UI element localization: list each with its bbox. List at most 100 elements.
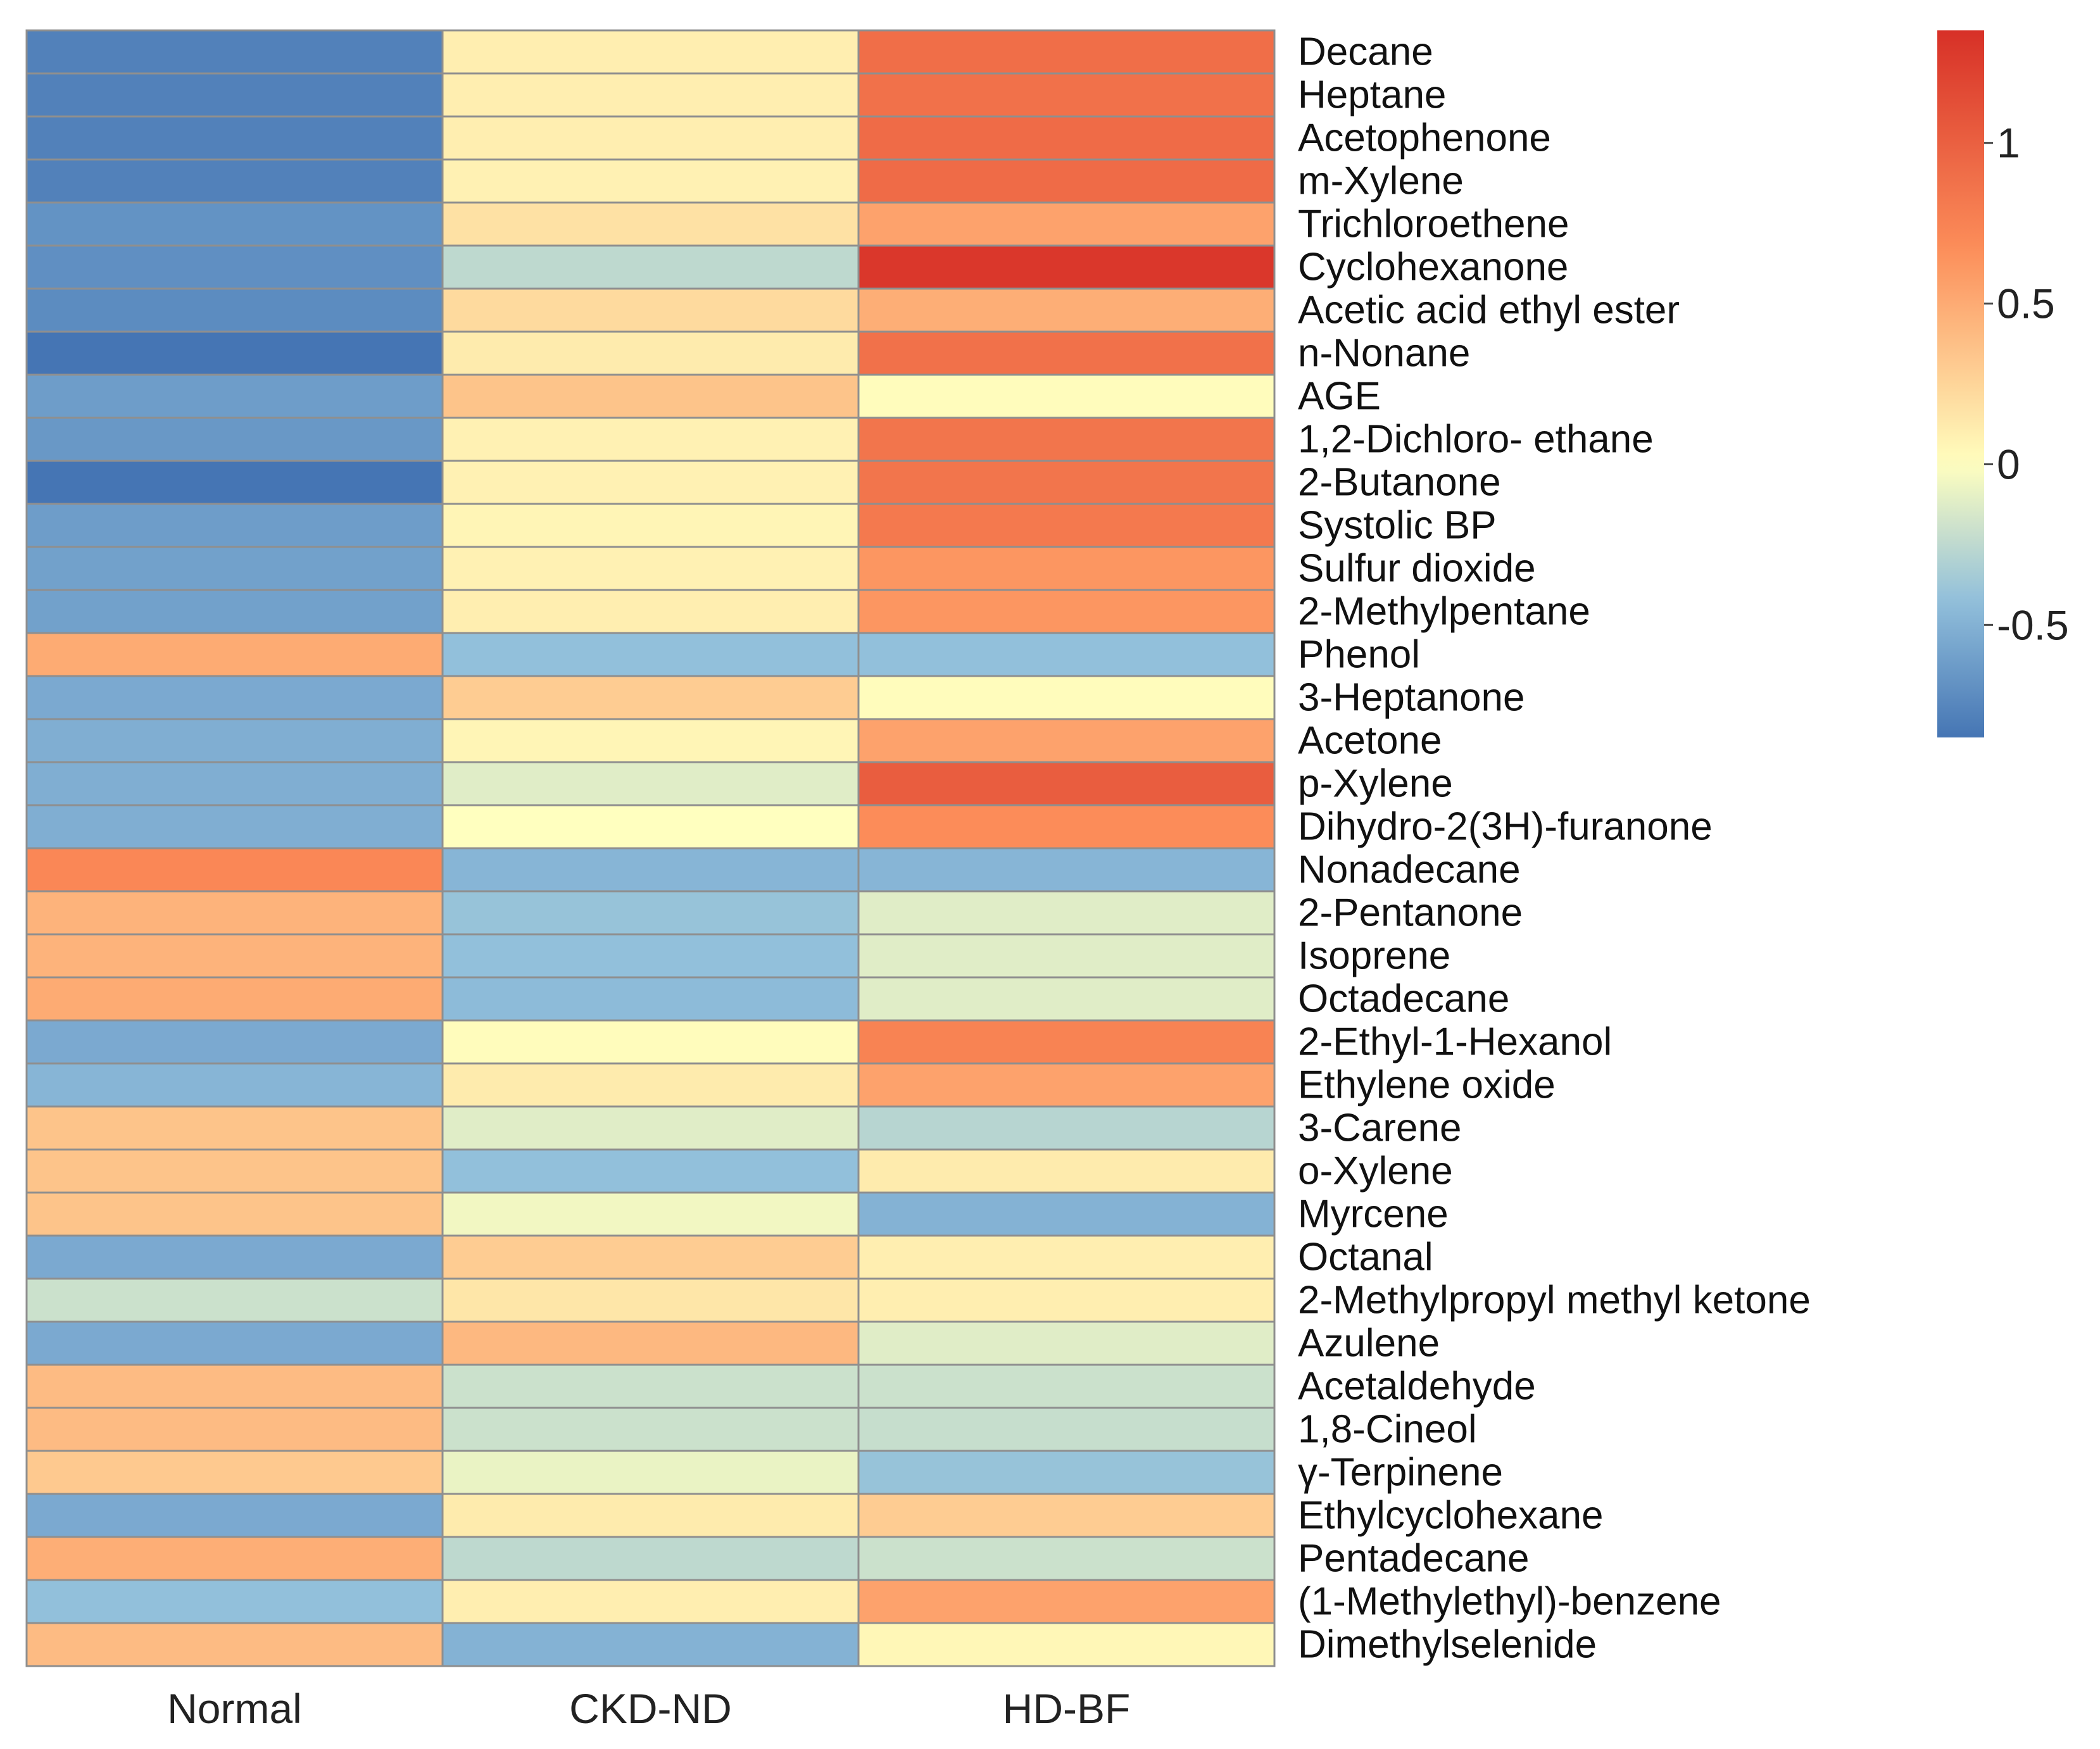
heatmap-cell (857, 933, 1276, 979)
heatmap-cell (857, 72, 1276, 118)
row-label: Myrcene (1298, 1193, 1449, 1236)
heatmap-cell (441, 890, 860, 936)
heatmap-cell (857, 761, 1276, 806)
heatmap-cell (441, 1148, 860, 1194)
row-label: Pentadecane (1298, 1537, 1529, 1581)
heatmap-cell (441, 1191, 860, 1237)
heatmap-cell (441, 847, 860, 893)
heatmap-cell (857, 1579, 1276, 1624)
row-label: (1-Methylethyl)-benzene (1298, 1580, 1721, 1624)
heatmap-cell (25, 933, 444, 979)
colorbar-tick-label: 0 (1997, 441, 2020, 487)
heatmap-cell (441, 72, 860, 118)
heatmap-cell (857, 1234, 1276, 1280)
heatmap-cell (441, 373, 860, 419)
column-labels: Normal CKD-ND HD-BF (167, 1685, 1130, 1732)
row-label: Dimethylselenide (1298, 1623, 1597, 1667)
row-label: γ-Terpinene (1298, 1451, 1503, 1495)
row-label: o-Xylene (1298, 1150, 1453, 1193)
heatmap-cell (441, 287, 860, 333)
heatmap-cell (857, 632, 1276, 677)
heatmap-cell (25, 1019, 444, 1065)
heatmap-cell (25, 330, 444, 376)
row-label: AGE (1298, 375, 1381, 418)
heatmap-cell (25, 417, 444, 462)
heatmap-cell (857, 1450, 1276, 1495)
heatmap-cell (441, 1320, 860, 1366)
heatmap-cell (441, 1363, 860, 1409)
heatmap-cell (441, 417, 860, 462)
heatmap-cells (25, 29, 1276, 1667)
row-label: Systolic BP (1298, 504, 1497, 548)
heatmap-cell (857, 1536, 1276, 1581)
heatmap-cell (25, 761, 444, 806)
heatmap-cell (25, 373, 444, 419)
heatmap-cell (25, 1062, 444, 1108)
heatmap-cell (441, 589, 860, 634)
heatmap-cell (25, 1579, 444, 1624)
row-label: Acetic acid ethyl ester (1298, 289, 1680, 332)
heatmap-cell (857, 675, 1276, 720)
row-label: Ethylcyclohexane (1298, 1494, 1604, 1538)
heatmap-cell (441, 1536, 860, 1581)
heatmap-cell (857, 976, 1276, 1022)
row-label: n-Nonane (1298, 332, 1470, 375)
heatmap-cell (857, 1407, 1276, 1452)
heatmap-cell (25, 1450, 444, 1495)
row-label: Trichloroethene (1298, 203, 1569, 246)
heatmap-cell (25, 244, 444, 290)
heatmap-cell (857, 201, 1276, 247)
heatmap-cell (441, 675, 860, 720)
heatmap-cell (25, 158, 444, 204)
heatmap-cell (441, 330, 860, 376)
heatmap-cell (857, 115, 1276, 161)
column-label: Normal (167, 1685, 302, 1732)
column-label: HD-BF (1003, 1685, 1131, 1732)
heatmap-cell (25, 72, 444, 118)
heatmap-cell (441, 976, 860, 1022)
heatmap-cell (857, 1062, 1276, 1108)
heatmap-cell (857, 804, 1276, 849)
row-label: 3-Heptanone (1298, 676, 1525, 720)
row-label: 2-Butanone (1298, 461, 1501, 505)
heatmap-cell (857, 1019, 1276, 1065)
heatmap-cell (441, 1579, 860, 1624)
heatmap-cell (25, 1148, 444, 1194)
heatmap-cell (857, 1105, 1276, 1151)
heatmap-cell (857, 417, 1276, 462)
colorbar-gradient (1937, 30, 1984, 737)
row-label: Heptane (1298, 73, 1446, 117)
heatmap-cell (25, 1363, 444, 1409)
row-label: Sulfur dioxide (1298, 547, 1536, 591)
heatmap-cell (857, 330, 1276, 376)
heatmap-cell (441, 244, 860, 290)
heatmap-cell (25, 287, 444, 333)
row-label: Nonadecane (1298, 848, 1521, 892)
heatmap-cell (25, 546, 444, 591)
heatmap-cell (441, 503, 860, 548)
heatmap-cell (441, 761, 860, 806)
colorbar-tick-label: 0.5 (1997, 280, 2055, 327)
heatmap-cell (25, 1320, 444, 1366)
row-label: Ethylene oxide (1298, 1063, 1556, 1107)
heatmap-cell (25, 1105, 444, 1151)
heatmap-cell (25, 632, 444, 677)
heatmap-cell (857, 718, 1276, 763)
row-label: Phenol (1298, 633, 1420, 677)
row-label: 2-Pentanone (1298, 891, 1523, 935)
heatmap-cell (857, 287, 1276, 333)
row-label: 2-Methylpropyl methyl ketone (1298, 1279, 1811, 1322)
heatmap-cell (25, 589, 444, 634)
heatmap-cell (857, 1277, 1276, 1323)
heatmap-cell (25, 460, 444, 505)
heatmap-cell (441, 1277, 860, 1323)
heatmap-cell (857, 503, 1276, 548)
heatmap-cell (25, 675, 444, 720)
heatmap-cell (857, 244, 1276, 290)
heatmap-cell (441, 1407, 860, 1452)
heatmap-cell (25, 1622, 444, 1667)
heatmap-cell (25, 718, 444, 763)
row-label: 3-Carene (1298, 1106, 1461, 1150)
heatmap-cell (441, 1234, 860, 1280)
